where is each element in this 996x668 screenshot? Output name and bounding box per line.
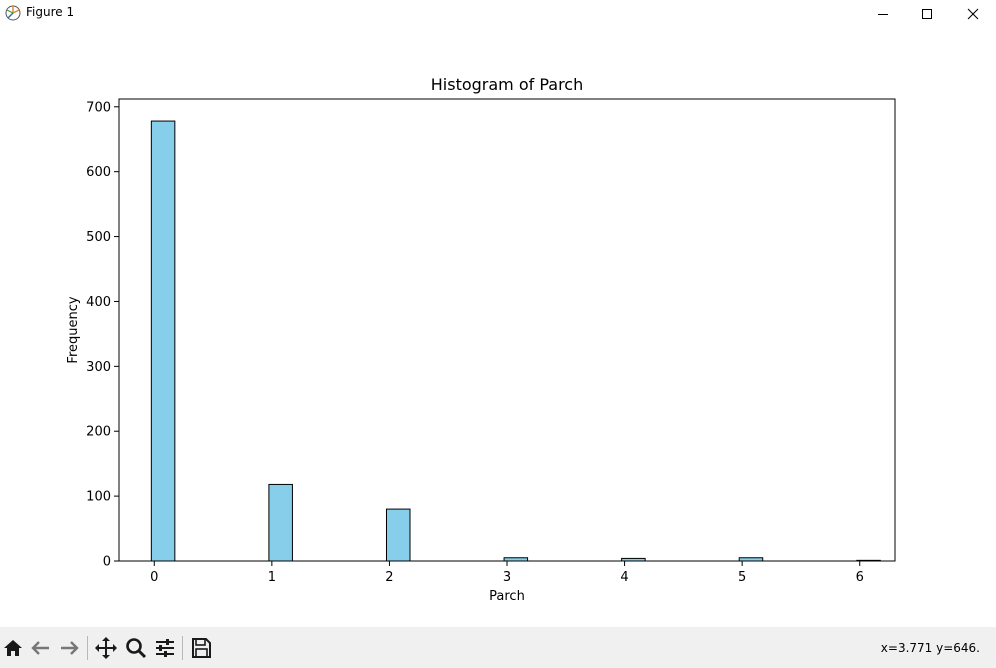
home-icon — [4, 640, 22, 656]
x-axis-label: Parch — [489, 589, 525, 604]
y-tick-label: 200 — [86, 425, 111, 440]
move-icon — [95, 637, 117, 659]
save-button[interactable] — [188, 635, 214, 661]
figure-canvas[interactable]: 0 1 2 3 4 5 6 0 100 200 300 400 500 600 700 Histogram… — [0, 27, 996, 627]
sliders-icon — [156, 639, 174, 657]
close-icon — [967, 8, 979, 19]
maximize-icon — [922, 8, 932, 19]
maximize-button[interactable] — [904, 0, 950, 27]
back-button[interactable] — [28, 635, 54, 661]
pan-button[interactable] — [93, 635, 119, 661]
matplotlib-figure-icon — [4, 4, 22, 22]
navigation-toolbar: x=3.771 y=646. — [0, 627, 996, 668]
close-button[interactable] — [950, 0, 996, 27]
x-ticks: 0 1 2 3 4 5 6 — [150, 561, 864, 585]
x-tick-label: 2 — [385, 570, 393, 585]
y-ticks: 0 100 200 300 400 500 600 700 — [86, 100, 119, 570]
window-title: Figure 1 — [26, 5, 75, 19]
y-tick-label: 100 — [86, 490, 111, 505]
y-tick-label: 600 — [86, 165, 111, 180]
zoom-icon — [126, 638, 147, 659]
zoom-button[interactable] — [123, 635, 149, 661]
y-tick-label: 500 — [86, 230, 111, 245]
home-button[interactable] — [0, 635, 26, 661]
x-tick-label: 1 — [268, 570, 276, 585]
histogram-chart: 0 1 2 3 4 5 6 0 100 200 300 400 500 600 700 Histogram… — [66, 75, 896, 604]
plot-frame — [118, 98, 896, 562]
forward-arrow-icon — [61, 641, 79, 655]
histogram-bar — [150, 120, 176, 562]
cursor-coordinates: x=3.771 y=646. — [880, 641, 980, 655]
histogram-bar — [268, 483, 293, 562]
configure-subplots-button[interactable] — [152, 635, 178, 661]
minimize-icon — [878, 13, 888, 15]
y-axis-label: Frequency — [66, 296, 81, 363]
window-titlebar: Figure 1 — [0, 0, 996, 27]
toolbar-separator — [87, 636, 88, 660]
y-tick-label: 0 — [103, 555, 111, 570]
y-tick-label: 300 — [86, 360, 111, 375]
y-tick-label: 400 — [86, 295, 111, 310]
back-arrow-icon — [31, 641, 49, 655]
x-tick-label: 4 — [620, 570, 628, 585]
save-icon — [192, 638, 211, 658]
minimize-button[interactable] — [860, 0, 906, 27]
forward-button[interactable] — [56, 635, 82, 661]
bars-group — [150, 120, 881, 562]
histogram-bar — [385, 508, 411, 562]
x-tick-label: 6 — [856, 570, 864, 585]
y-tick-label: 700 — [86, 100, 111, 115]
x-tick-label: 5 — [738, 570, 746, 585]
x-tick-label: 0 — [150, 570, 158, 585]
toolbar-separator — [182, 636, 183, 660]
x-tick-label: 3 — [503, 570, 511, 585]
chart-title: Histogram of Parch — [431, 75, 584, 94]
